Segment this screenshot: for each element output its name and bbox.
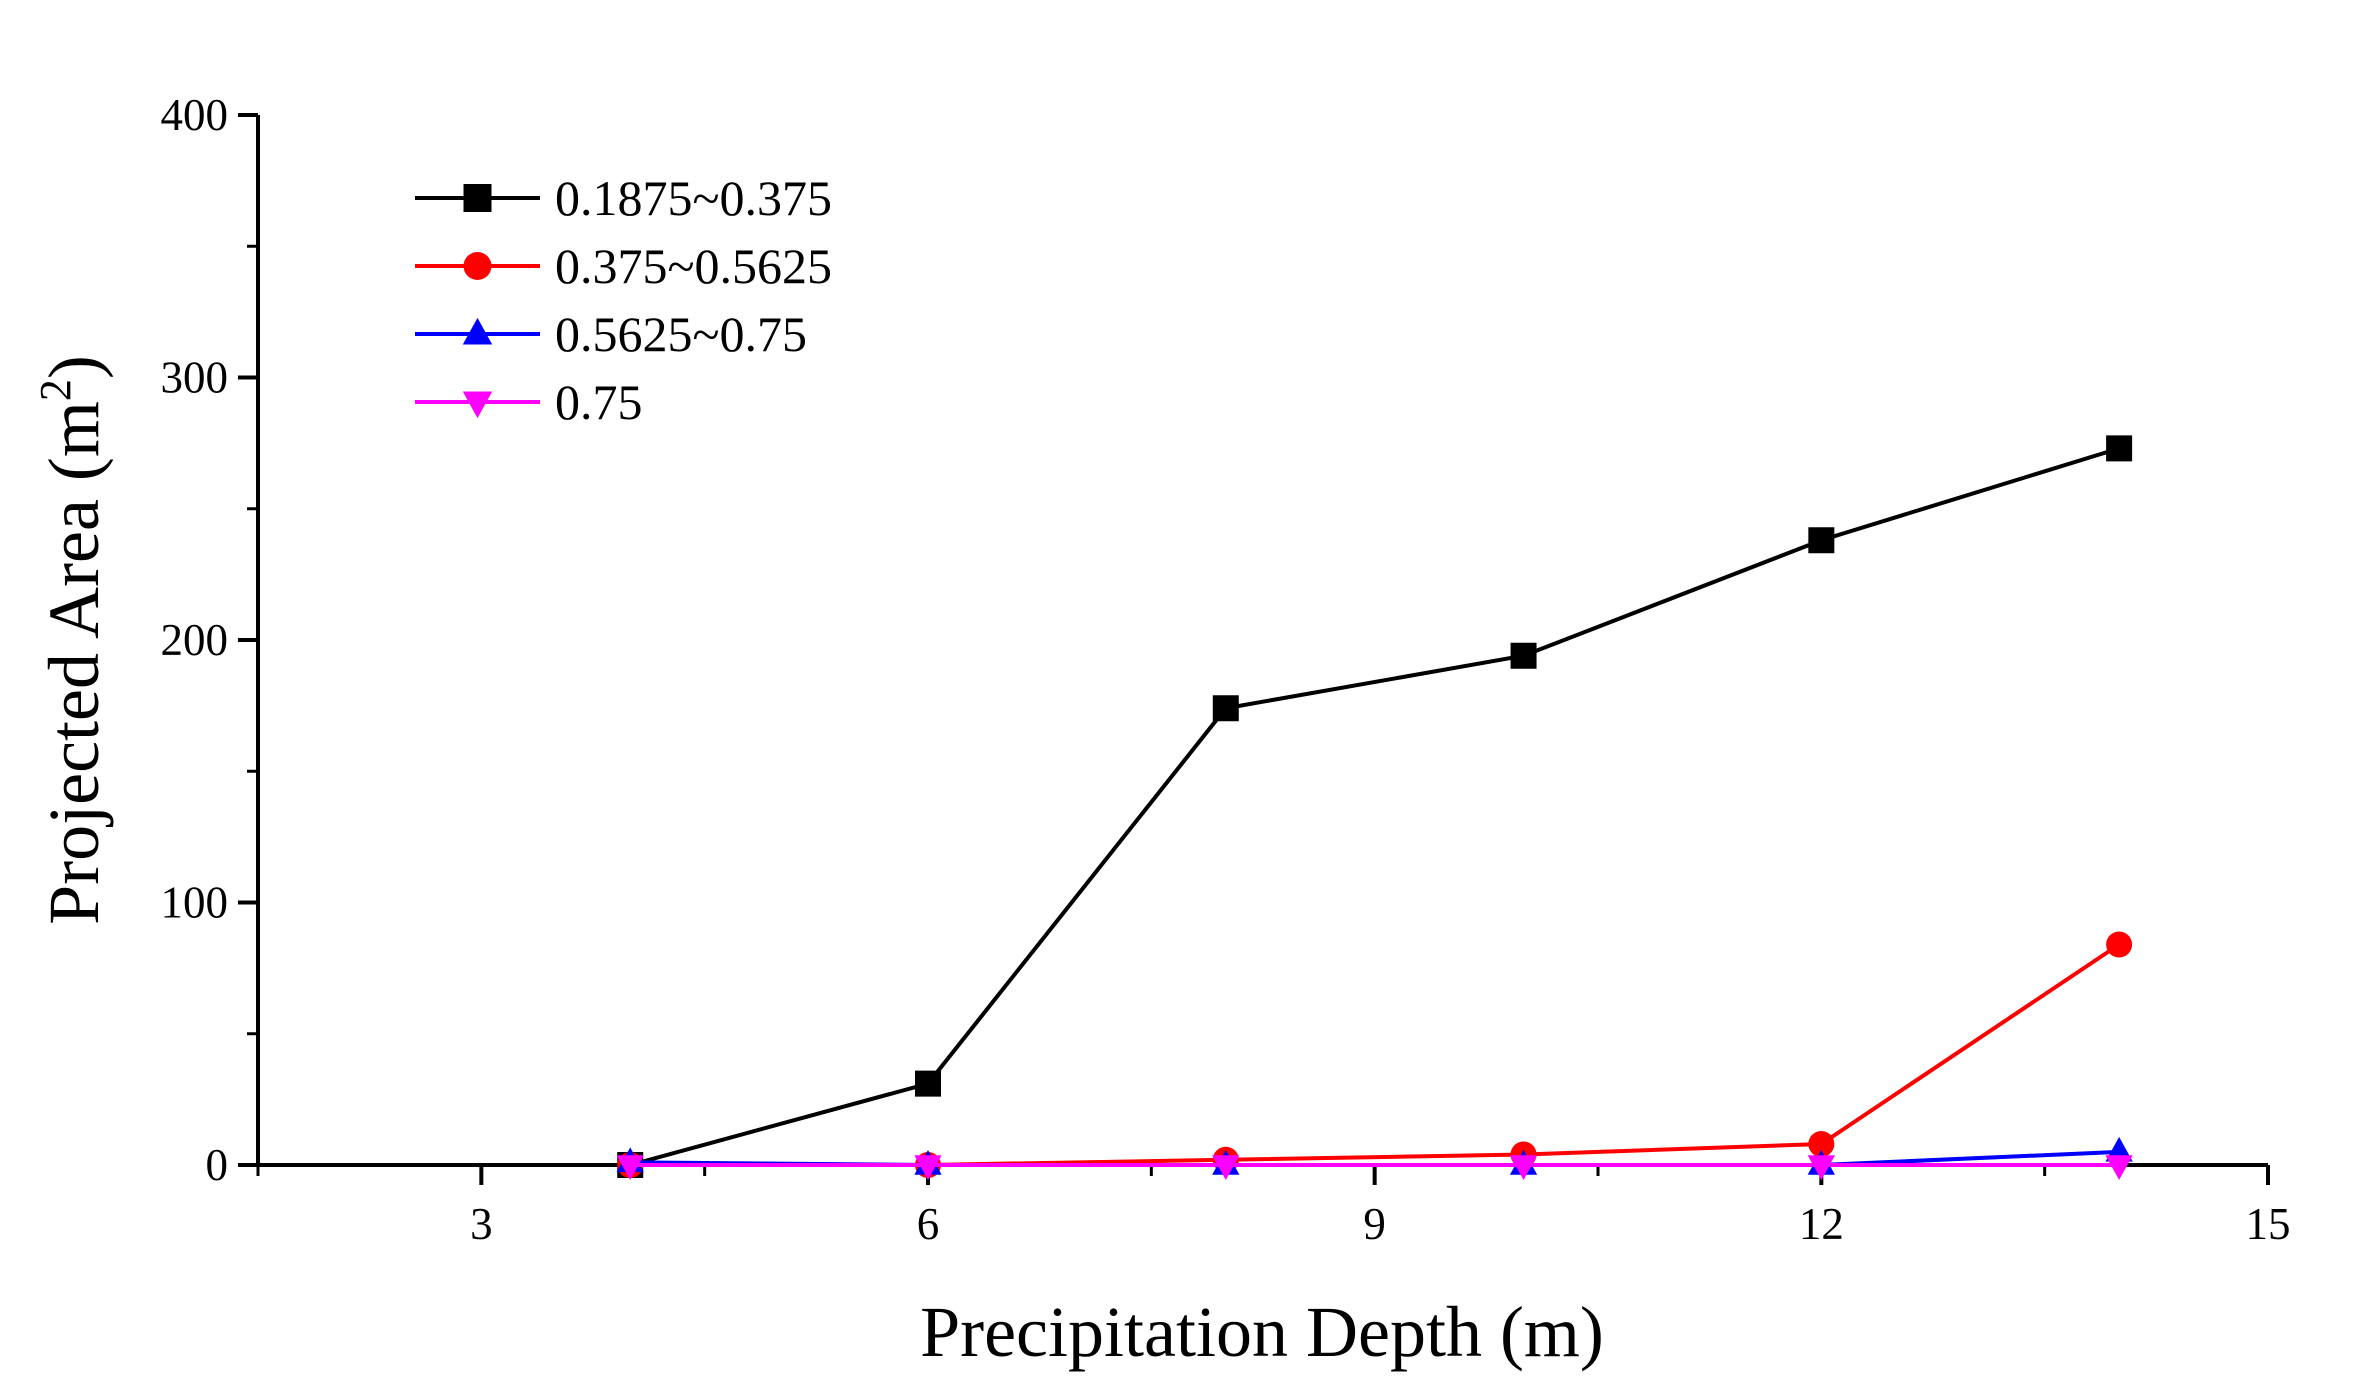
x-tick-label: 6	[917, 1199, 940, 1249]
axes: 0 100 200 300 400 3 6 9 12 15	[161, 90, 2291, 1249]
series-2	[617, 931, 2133, 1178]
x-tick-label: 3	[470, 1199, 493, 1249]
legend-marker	[463, 184, 492, 212]
data-point	[915, 1070, 941, 1097]
legend-label: 0.375~0.5625	[555, 238, 832, 294]
data-point	[2106, 435, 2133, 462]
y-tick-label: 0	[206, 1140, 229, 1190]
legend-marker	[463, 252, 492, 280]
x-tick-label: 15	[2246, 1199, 2291, 1249]
y-ticks: 0 100 200 300 400	[161, 90, 258, 1190]
legend-entry: 0.5625~0.75	[415, 306, 807, 362]
y-tick-label: 200	[161, 615, 229, 665]
x-axis-title: Precipitation Depth (m)	[920, 1292, 1604, 1372]
series-4	[616, 1155, 2133, 1180]
legend-label: 0.1875~0.375	[555, 170, 832, 226]
y-tick-label: 300	[161, 353, 229, 403]
legend-entry: 0.75	[415, 374, 643, 430]
data-point	[2106, 931, 2133, 958]
svg-text:Projected Area (m2): Projected Area (m2)	[31, 355, 114, 925]
legend-label: 0.75	[555, 374, 643, 430]
x-ticks: 3 6 9 12 15	[256, 1165, 2291, 1249]
y-axis-title-main: Projected Area (m	[34, 401, 114, 925]
data-point	[914, 1155, 942, 1180]
series-line	[630, 942, 2121, 1167]
legend-marker	[462, 317, 493, 345]
series-layer	[616, 435, 2133, 1180]
data-point	[1807, 1155, 1835, 1180]
data-point	[1212, 695, 1239, 722]
x-tick-label: 12	[1799, 1199, 1844, 1249]
data-point	[616, 1155, 644, 1180]
y-tick-label: 100	[161, 878, 229, 928]
series-line	[629, 446, 2120, 1167]
y-axis-title-superscript: 2	[31, 379, 80, 401]
data-point	[1808, 527, 1835, 554]
data-point	[1510, 642, 1537, 669]
data-point	[1509, 1155, 1538, 1180]
legend-label: 0.5625~0.75	[555, 306, 807, 362]
data-point	[1212, 1155, 1240, 1180]
legend-entry: 0.1875~0.375	[415, 170, 832, 226]
y-axis-title: Projected Area (m2)	[31, 355, 114, 925]
x-tick-label: 9	[1363, 1199, 1386, 1249]
y-axis-title-close: )	[34, 355, 114, 379]
series-1	[617, 435, 2133, 1178]
data-point	[1808, 1131, 1835, 1157]
legend-entry: 0.375~0.5625	[415, 238, 832, 294]
legend: 0.1875~0.375 0.375~0.5625 0.5625~0.75 0.75	[415, 170, 832, 430]
data-point	[2105, 1155, 2133, 1180]
y-tick-label: 400	[161, 90, 229, 140]
legend-marker	[462, 391, 493, 419]
